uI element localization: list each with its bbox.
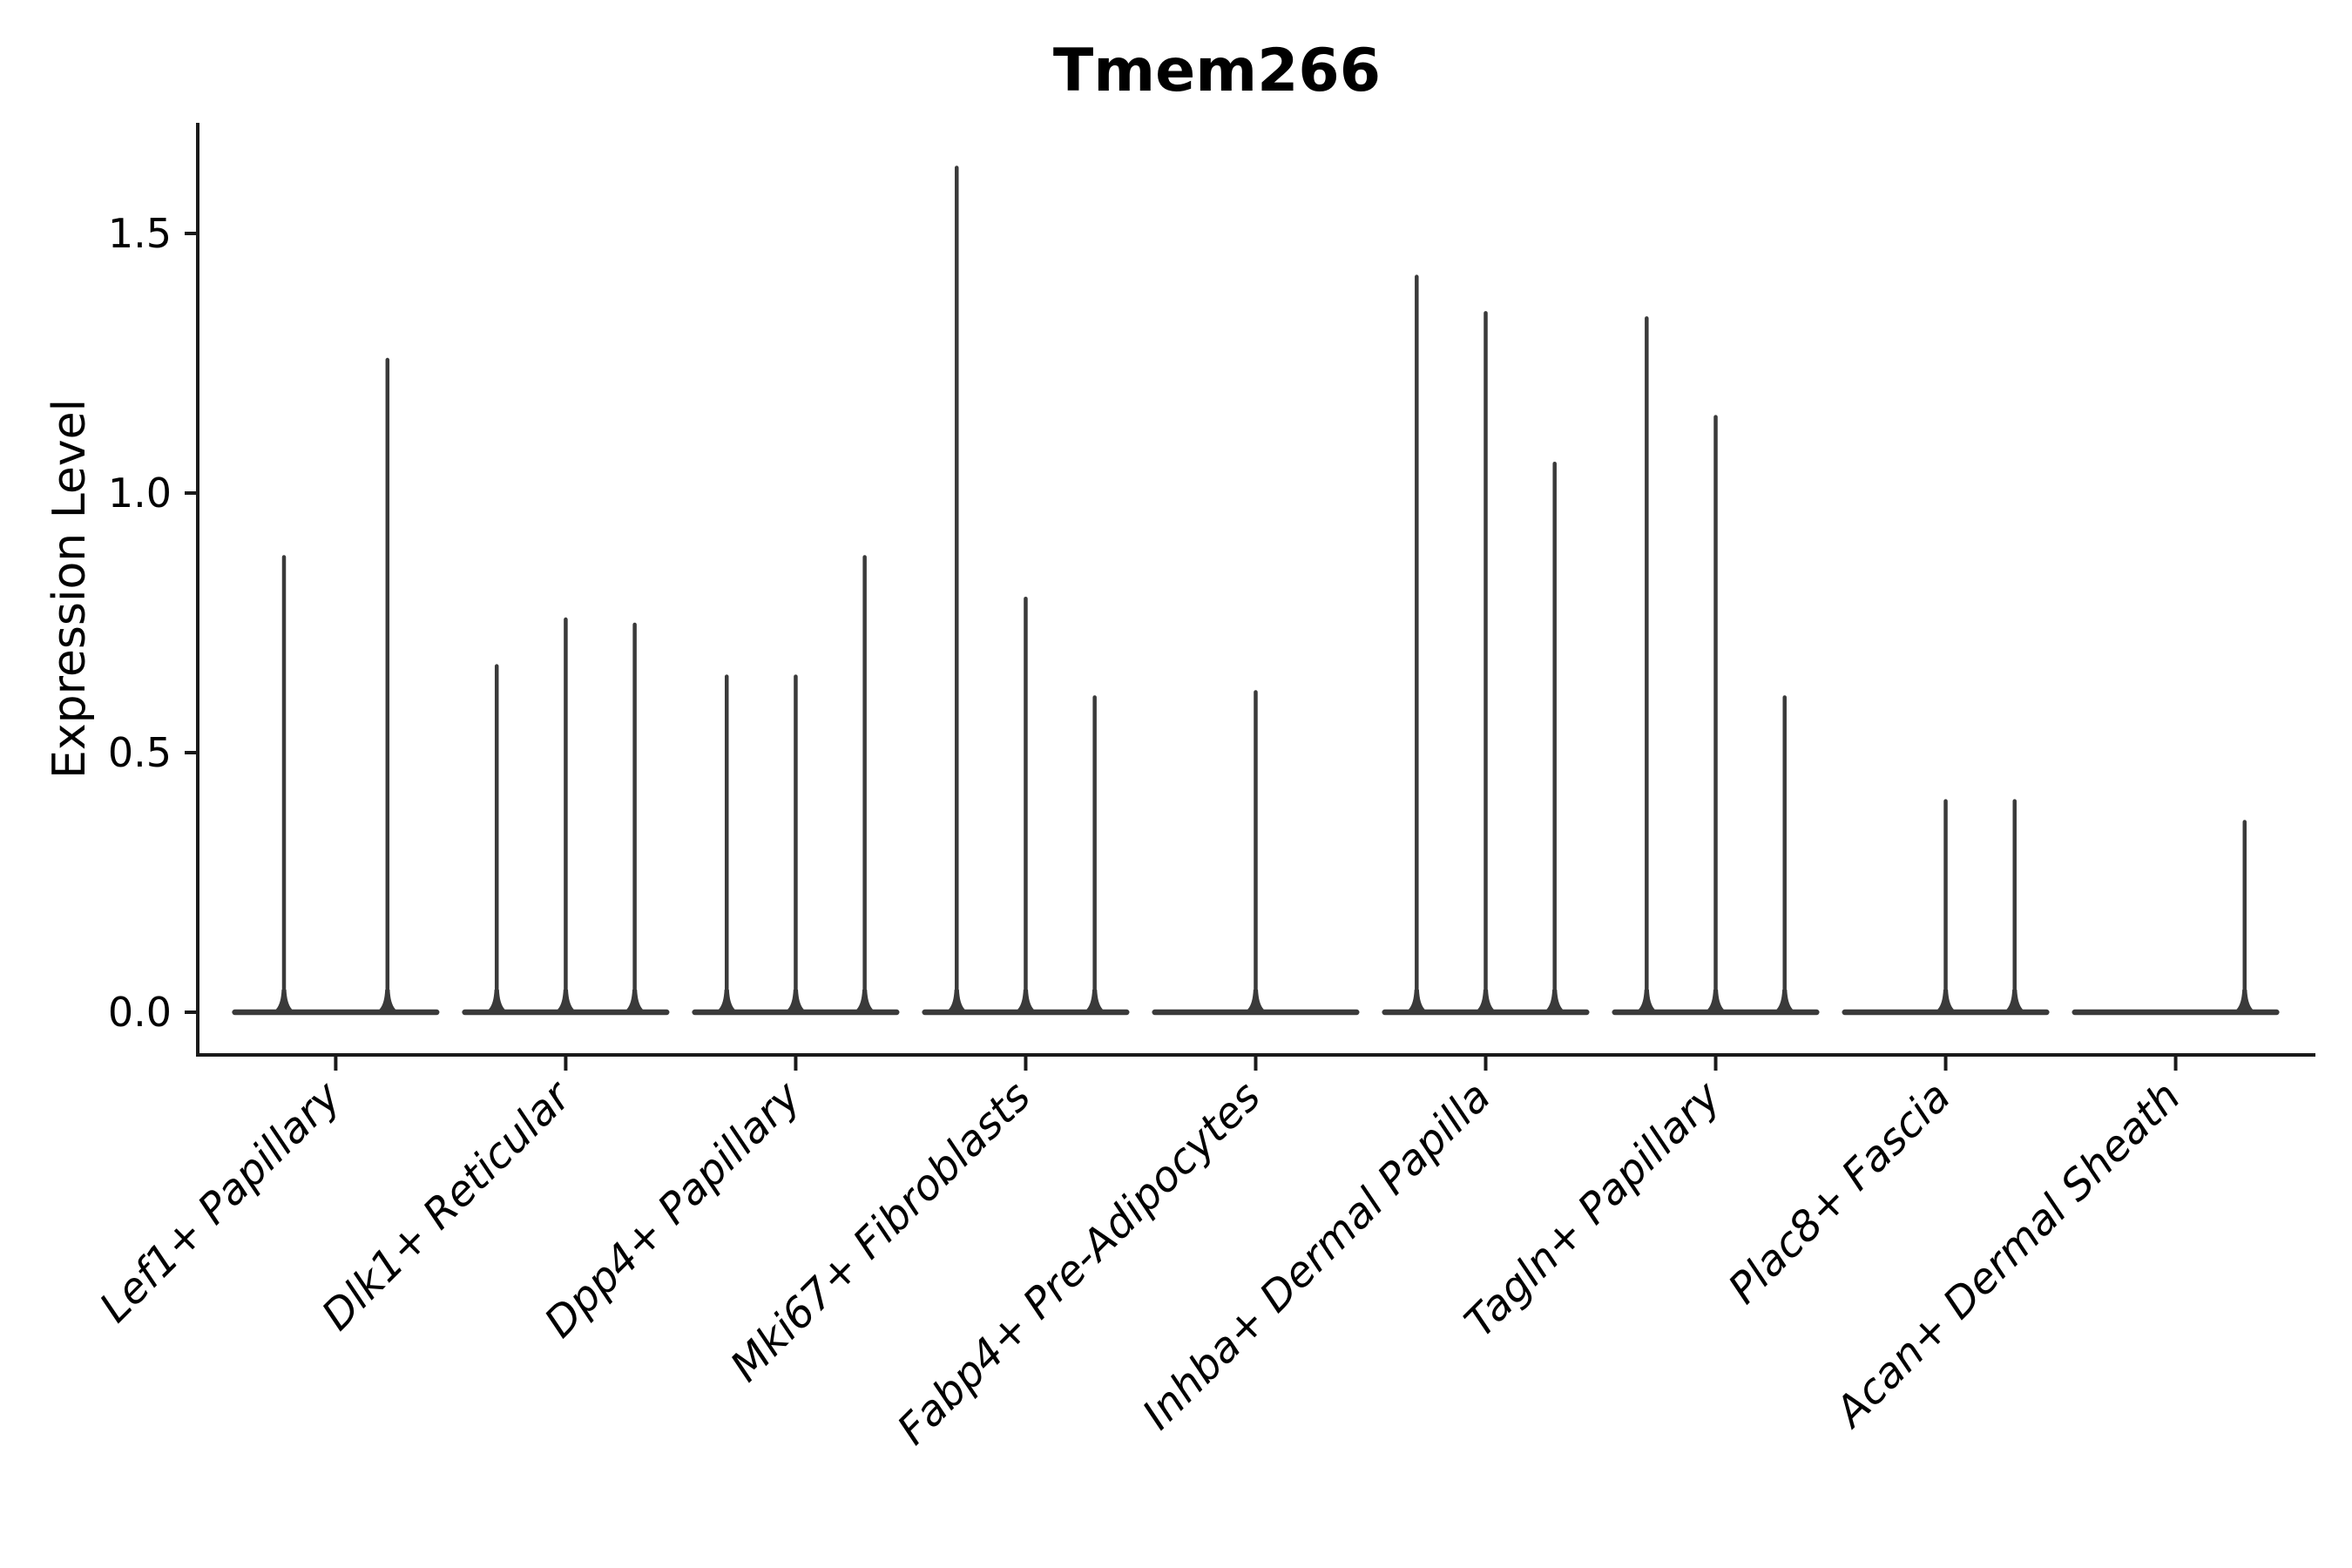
x-category-label: Plac8+ Fascia: [1719, 1072, 1960, 1314]
chart-title: Tmem266: [1053, 37, 1381, 105]
y-tick-label: 0.5: [108, 729, 172, 776]
x-category-label: Dpp4+ Papillary: [535, 1071, 810, 1347]
y-tick-label: 1.0: [108, 470, 172, 517]
y-tick-label: 0.0: [108, 989, 172, 1036]
y-axis-label: Expression Level: [44, 399, 96, 779]
x-category-label: Tagln+ Papillary: [1456, 1071, 1731, 1347]
x-category-label: Dlk1+ Reticular: [313, 1071, 583, 1341]
y-tick-label: 1.5: [108, 210, 172, 257]
x-category-label: Fabp4+ Pre-Adipocytes: [888, 1072, 1270, 1455]
x-category-label: Lef1+ Papillary: [91, 1071, 351, 1332]
